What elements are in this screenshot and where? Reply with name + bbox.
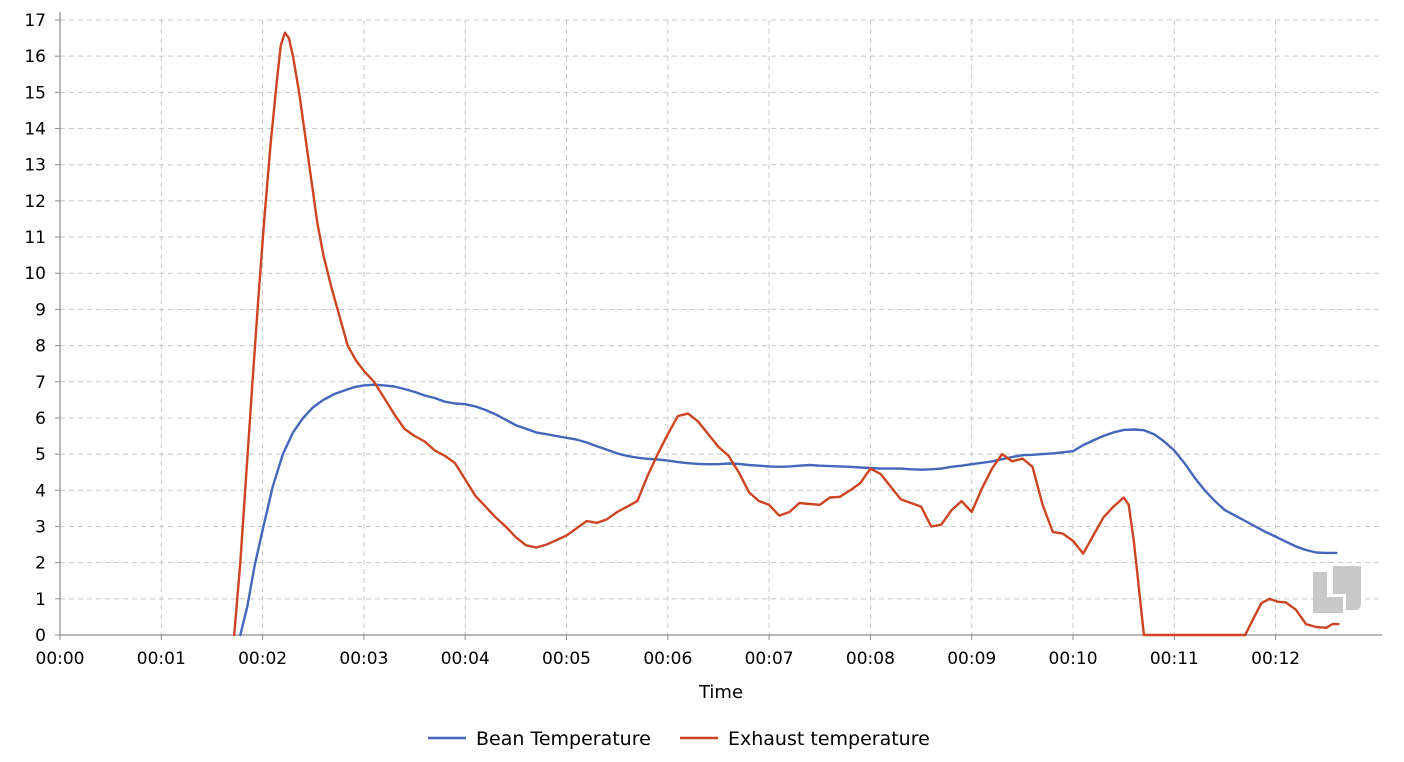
y-tick-label: 11 [24, 228, 46, 248]
x-tick-label: 00:10 [1049, 649, 1098, 669]
series-line-exhaust-temperature [233, 31, 1340, 637]
y-tick-label: 3 [35, 517, 46, 537]
x-tick-label: 00:01 [137, 649, 186, 669]
x-tick-label: 00:07 [745, 649, 794, 669]
y-tick-label: 6 [35, 409, 46, 429]
x-tick-label: 00:11 [1150, 649, 1199, 669]
y-tick-label: 0 [35, 626, 46, 646]
y-tick-label: 5 [35, 445, 46, 465]
y-tick-label: 13 [24, 156, 46, 176]
series-line-bean-temperature [239, 383, 1338, 637]
y-tick-label: 9 [35, 300, 46, 320]
x-axis-ticks: 00:00 00:01 00:02 00:03 00:04 00:05 00:06 00:07… [36, 635, 1300, 669]
x-axis-title: Time [698, 682, 743, 703]
legend-item-bean-temperature: Bean Temperature [428, 728, 651, 750]
y-tick-label: 1 [35, 590, 46, 610]
axes [59, 12, 1382, 636]
x-tick-label: 00:06 [643, 649, 692, 669]
y-tick-label: 10 [24, 264, 46, 284]
y-tick-label: 12 [24, 192, 46, 212]
grid [60, 19, 1382, 635]
x-tick-label: 00:02 [238, 649, 287, 669]
app-logo-icon [1313, 566, 1361, 613]
legend-item-exhaust-temperature: Exhaust temperature [680, 728, 930, 750]
y-tick-label: 7 [35, 373, 46, 393]
x-tick-label: 00:04 [441, 649, 490, 669]
y-tick-label: 2 [35, 554, 46, 574]
x-tick-label: 00:00 [36, 649, 85, 669]
y-tick-label: 16 [24, 47, 46, 67]
legend-label: Exhaust temperature [728, 728, 930, 750]
y-tick-label: 4 [35, 481, 46, 501]
x-tick-label: 00:05 [542, 649, 591, 669]
x-tick-label: 00:03 [339, 649, 388, 669]
legend-label: Bean Temperature [476, 728, 651, 750]
x-tick-label: 00:08 [846, 649, 895, 669]
y-tick-label: 17 [24, 11, 46, 31]
x-tick-label: 00:09 [947, 649, 996, 669]
y-tick-label: 15 [24, 83, 46, 103]
legend: Bean Temperature Exhaust temperature [428, 728, 930, 750]
x-tick-label: 00:12 [1251, 649, 1300, 669]
y-tick-label: 14 [24, 120, 46, 140]
y-tick-label: 8 [35, 337, 46, 357]
series [233, 31, 1340, 637]
